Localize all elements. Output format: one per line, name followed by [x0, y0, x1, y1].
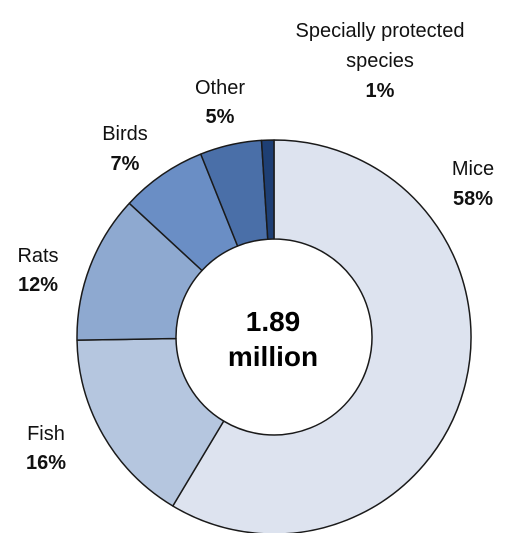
- center-unit: million: [228, 341, 318, 372]
- slice-label-other: Other: [195, 77, 245, 99]
- slice-label-mice: Mice: [452, 158, 494, 180]
- slice-label-protected-line1: Specially protected: [296, 20, 465, 42]
- slice-label-fish: Fish: [27, 423, 65, 445]
- slice-pct-rats: 12%: [18, 274, 58, 296]
- slice-pct-other: 5%: [206, 106, 235, 128]
- slice-specially-protected-species: [260, 139, 275, 240]
- donut-slices: [76, 139, 472, 533]
- slice-labels: Mice 58% Fish 16% Rats 12% Birds 7% Othe…: [17, 20, 494, 474]
- slice-pct-mice: 58%: [453, 188, 493, 210]
- slice-pct-protected: 1%: [366, 80, 395, 102]
- slice-label-protected-line2: species: [346, 50, 414, 72]
- slice-label-rats: Rats: [17, 245, 58, 267]
- slice-pct-birds: 7%: [111, 153, 140, 175]
- slice-fish: [76, 337, 225, 507]
- slice-pct-fish: 16%: [26, 452, 66, 474]
- slice-label-birds: Birds: [102, 123, 148, 145]
- center-value: 1.89: [246, 306, 301, 337]
